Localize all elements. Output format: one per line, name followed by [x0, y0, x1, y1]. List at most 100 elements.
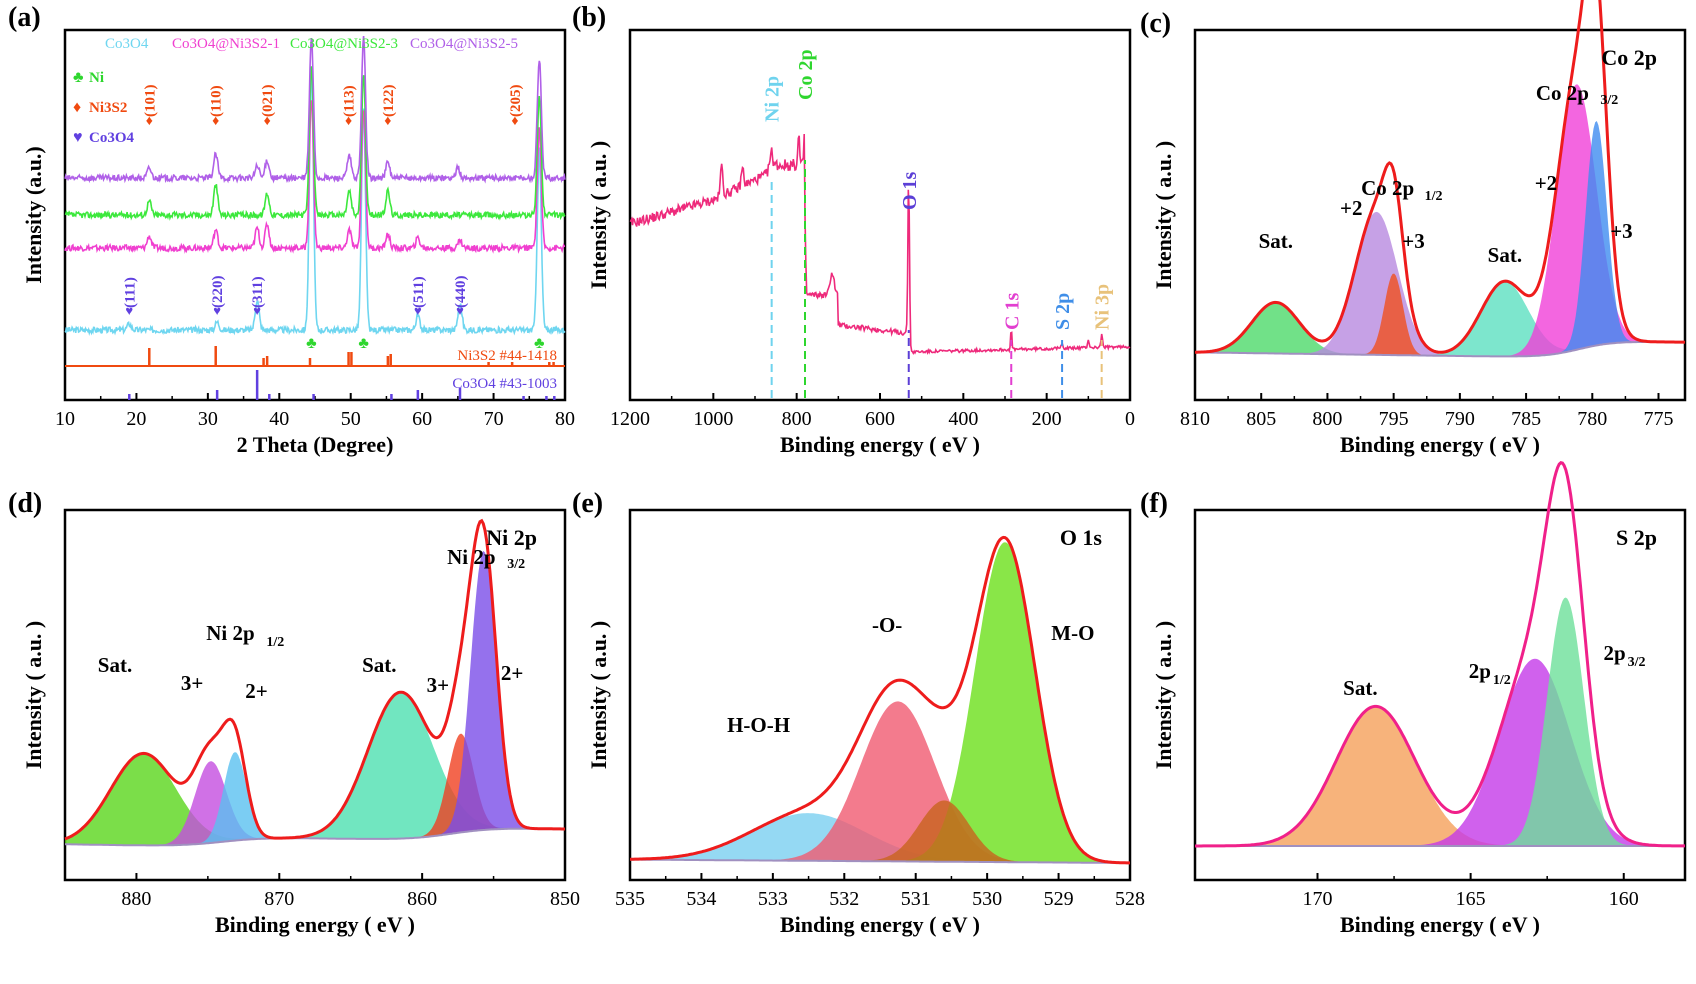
- component-sat: [1195, 302, 1685, 357]
- x-axis-label: 2 Theta (Degree): [237, 432, 394, 457]
- panel-title: Ni 2p: [486, 525, 537, 550]
- panel-label: (f): [1140, 488, 1168, 519]
- annotation-mo: M-O: [1051, 621, 1094, 645]
- background-line: [1194, 340, 1686, 358]
- survey-spectrum: [629, 133, 1131, 356]
- x-axis-label: Binding energy ( eV ): [1340, 912, 1540, 937]
- x-tick-label: 534: [686, 888, 716, 910]
- ni3s2-peak-label: (110): [209, 85, 225, 117]
- marker-symbol: ♦: [73, 99, 81, 116]
- x-tick-label: 170: [1303, 888, 1333, 910]
- x-tick-label: 530: [972, 888, 1002, 910]
- envelope-line: [64, 518, 565, 841]
- ni3s2-marker: ♦: [511, 114, 518, 129]
- x-tick-label: 160: [1609, 888, 1639, 910]
- annotation-co2p12: Co 2p: [1361, 176, 1414, 200]
- component-2p32: [1195, 597, 1685, 846]
- annotation-sub: 3/2: [1600, 93, 1618, 108]
- plot-frame: [1193, 28, 1687, 402]
- annotation-3plus: 3+: [427, 673, 449, 697]
- peak-label: Ni 3p: [1092, 284, 1114, 330]
- component-mo: [630, 542, 1130, 863]
- x-tick-label: 20: [126, 408, 146, 430]
- component-3+: [65, 761, 565, 846]
- component-+2: [1195, 84, 1685, 357]
- marker-symbol: ♣: [73, 69, 84, 86]
- ni3s2-peak-label: (205): [508, 85, 524, 118]
- y-axis-label: Intensity ( a.u. ): [1151, 141, 1176, 290]
- panel-title: Co 2p: [1601, 45, 1657, 70]
- legend-entry: Co3O4: [105, 36, 149, 52]
- panel-f: (f) 170 165 160 Binding energy ( eV ) Intensi…: [1140, 461, 1687, 937]
- x-tick-label: 780: [1577, 408, 1607, 430]
- xrd-series-3: [64, 36, 566, 184]
- x-tick-label: 810: [1180, 408, 1210, 430]
- panel-label: (a): [8, 2, 41, 33]
- peak-label: O 1s: [899, 171, 921, 210]
- envelope-line: [1195, 461, 1685, 848]
- x-tick-label: 860: [407, 888, 437, 910]
- x-tick-label: 165: [1456, 888, 1486, 910]
- annotation-ni2p12: Ni 2p: [206, 621, 254, 645]
- panel-label: (d): [8, 488, 42, 519]
- annotation-3plus: 3+: [181, 671, 203, 695]
- annotation-co2p32: Co 2p: [1536, 81, 1589, 105]
- co3o4-peak-label: (440): [453, 276, 469, 309]
- marker-label: Ni: [89, 70, 104, 86]
- ref-label-ni3s2: Ni3S2 #44-1418: [457, 348, 557, 364]
- component-sat: [1195, 706, 1685, 846]
- co3o4-marker: ♥: [456, 303, 464, 318]
- peak-label: Co 2p: [795, 49, 817, 100]
- co3o4-peak-label: (511): [411, 276, 427, 308]
- x-tick-label: 30: [198, 408, 218, 430]
- panel-label: (b): [572, 2, 606, 33]
- panel-c: (c) 810 805 800 795 790 785 780 775 Binding energ…: [1140, 0, 1687, 457]
- co3o4-marker: ♥: [253, 303, 261, 318]
- envelope-line: [630, 535, 1130, 865]
- annotation-sat: Sat.: [1259, 229, 1293, 253]
- x-tick-label: 535: [615, 888, 645, 910]
- x-tick-label: 1200: [610, 408, 650, 430]
- panel-d: (d) 880 870 860 850 Binding energy ( eV ) Inte…: [8, 488, 580, 937]
- x-tick-label: 528: [1115, 888, 1145, 910]
- ref-label-co3o4: Co3O4 #43-1003: [452, 376, 557, 392]
- annotation-sub: 1/2: [266, 635, 284, 650]
- annotation-sat: Sat.: [1488, 243, 1522, 267]
- y-axis-label: Intensity ( a.u. ): [586, 141, 611, 290]
- x-axis-label: Binding energy ( eV ): [215, 912, 415, 937]
- annotation-plus3: +3: [1610, 219, 1632, 243]
- plot-frame: [1193, 508, 1687, 882]
- marker-symbol: ♥: [73, 129, 83, 146]
- annotation-2p12: 2p: [1469, 659, 1491, 683]
- annotation-sat: Sat.: [1343, 676, 1377, 700]
- x-tick-label: 870: [264, 888, 294, 910]
- x-tick-label: 50: [341, 408, 361, 430]
- x-tick-label: 800: [1312, 408, 1342, 430]
- x-tick-label: 0: [1125, 408, 1135, 430]
- ni3s2-marker: ♦: [384, 114, 391, 129]
- component-+3: [1195, 121, 1685, 357]
- x-tick-label: 800: [782, 408, 812, 430]
- legend-entry: Co3O4@Ni3S2-3: [290, 36, 398, 52]
- ni-marker: ♣: [534, 335, 545, 352]
- panel-title: S 2p: [1616, 525, 1657, 550]
- co3o4-peak-label: (220): [210, 276, 226, 309]
- x-tick-label: 795: [1379, 408, 1409, 430]
- ni3s2-marker: ♦: [264, 114, 271, 129]
- x-tick-label: 790: [1445, 408, 1475, 430]
- component-hoh: [630, 813, 1130, 863]
- xrd-series-0: [64, 67, 566, 337]
- x-tick-label: 775: [1644, 408, 1674, 430]
- annotation-sub: 3/2: [1628, 655, 1646, 670]
- ni3s2-peak-label: (122): [381, 85, 397, 118]
- co3o4-marker: ♥: [414, 303, 422, 318]
- y-axis-label: Intensity (a.u.): [21, 146, 46, 284]
- annotation-2plus: 2+: [245, 679, 267, 703]
- annotation-sub: 1/2: [1425, 189, 1443, 204]
- annotation-plus2: +2: [1340, 196, 1362, 220]
- x-tick-label: 80: [555, 408, 575, 430]
- co3o4-peak-label: (111): [122, 277, 138, 308]
- panel-label: (e): [572, 488, 603, 519]
- x-tick-label: 400: [948, 408, 978, 430]
- component-o: [630, 701, 1130, 863]
